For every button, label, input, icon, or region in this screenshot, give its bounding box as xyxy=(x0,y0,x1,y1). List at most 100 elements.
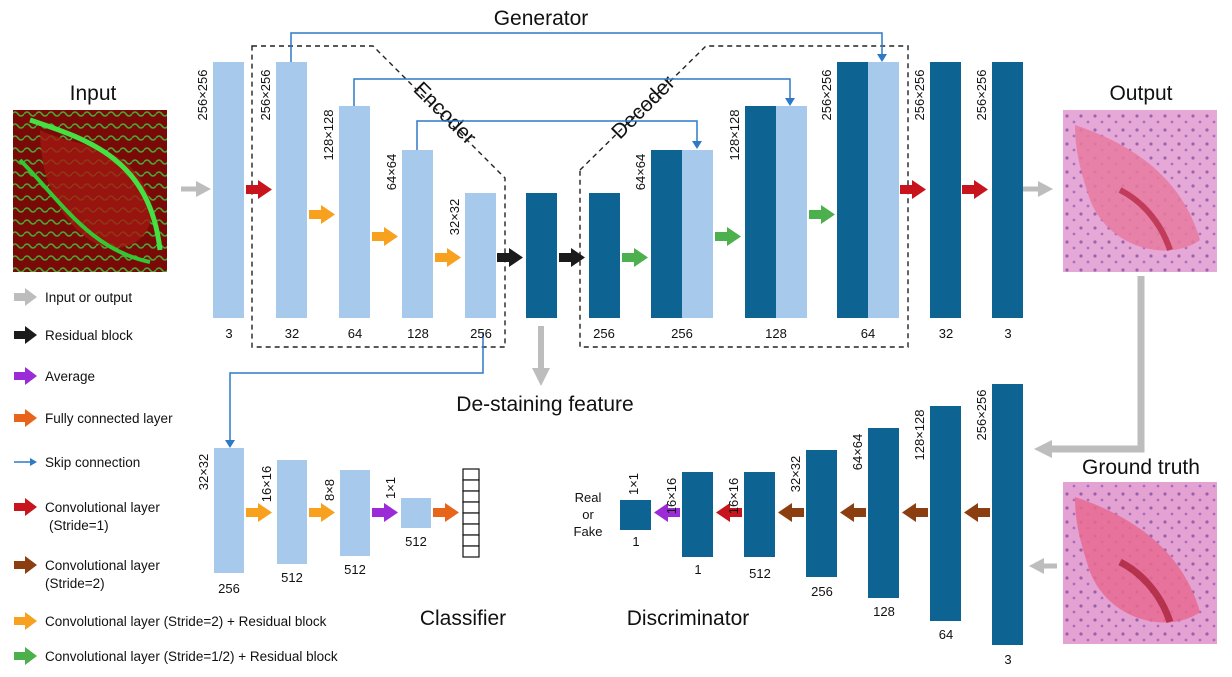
out-block-1 xyxy=(930,62,961,318)
legend-label: (Stride=2) xyxy=(45,576,105,591)
destaining-title: De-staining feature xyxy=(456,393,633,416)
dim-label: 128×128 xyxy=(727,110,742,161)
generator-dim-labels: 256×256 256×256 128×128 64×64 32×32 64×6… xyxy=(195,70,989,236)
legend-item: Convolutional layer (Stride=2) xyxy=(14,556,160,591)
ground-truth-image xyxy=(1063,482,1217,644)
dec-block-4-dark xyxy=(837,62,868,318)
dim-label: 32×32 xyxy=(447,199,462,236)
disc-block-7 xyxy=(620,500,651,530)
legend-label: Convolutional layer xyxy=(45,500,160,515)
dec-block-2-light xyxy=(682,150,713,318)
channel-label: 256 xyxy=(470,326,492,341)
dim-label: 256×256 xyxy=(912,70,927,121)
generator-blocks xyxy=(213,62,1023,318)
dim-label: 128×128 xyxy=(321,110,336,161)
legend-label: (Stride=1) xyxy=(49,518,109,533)
legend-item: Convolutional layer (Stride=1) xyxy=(14,498,160,533)
legend-label: Convolutional layer (Stride=2) + Residua… xyxy=(45,614,327,629)
classifier: 32×32 16×16 8×8 1×1 256 512 512 512 xyxy=(196,448,480,596)
gray-arrows xyxy=(181,181,1145,574)
classifier-title: Classifier xyxy=(420,607,506,630)
bottleneck-block xyxy=(526,193,557,318)
legend-item: Input or output xyxy=(14,288,132,306)
or-label: or xyxy=(582,507,594,522)
legend-label: Average xyxy=(45,369,95,384)
skip-connections xyxy=(229,32,883,442)
channel-label: 64 xyxy=(348,326,362,341)
disc-dim-label: 64×64 xyxy=(850,434,865,471)
ground-truth-title: Ground truth xyxy=(1082,456,1200,479)
legend-label: Input or output xyxy=(45,290,132,305)
legend: Input or output Residual block Average F… xyxy=(14,288,338,665)
encoder-title: Encoder xyxy=(409,78,481,150)
cls-channel-label: 512 xyxy=(281,570,303,585)
discriminator-title: Discriminator xyxy=(627,607,750,630)
cls-dim-label: 32×32 xyxy=(196,454,211,491)
disc-dim-label: 128×128 xyxy=(912,410,927,461)
channel-label: 32 xyxy=(285,326,299,341)
disc-block-5 xyxy=(744,472,775,557)
cls-dim-label: 16×16 xyxy=(259,466,274,503)
disc-channel-label: 256 xyxy=(811,584,833,599)
disc-dim-label: 256×256 xyxy=(974,390,989,441)
legend-label: Skip connection xyxy=(45,455,140,470)
disc-channel-label: 128 xyxy=(873,604,895,619)
channel-label: 128 xyxy=(407,326,429,341)
dec-block-3-light xyxy=(776,106,807,318)
disc-dim-label: 16×16 xyxy=(726,478,741,515)
dim-label: 256×256 xyxy=(819,70,834,121)
disc-channel-label: 1 xyxy=(694,562,701,577)
dim-label: 64×64 xyxy=(384,154,399,191)
dec-block-1 xyxy=(589,193,620,318)
channel-label: 256 xyxy=(593,326,615,341)
legend-item: Convolutional layer (Stride=2) + Residua… xyxy=(14,612,327,630)
cls-channel-label: 512 xyxy=(405,534,427,549)
cls-output-vector xyxy=(462,468,480,558)
cls-channel-label: 512 xyxy=(344,562,366,577)
legend-item: Skip connection xyxy=(14,455,140,470)
legend-item: Average xyxy=(14,367,95,385)
legend-item: Fully connected layer xyxy=(14,409,173,427)
cls-block-4 xyxy=(401,498,431,528)
disc-channel-label: 3 xyxy=(1004,652,1011,667)
disc-block-2 xyxy=(930,406,961,621)
channel-label: 3 xyxy=(225,326,232,341)
dim-label: 64×64 xyxy=(633,154,648,191)
fake-label: Fake xyxy=(574,524,603,539)
dec-block-2-dark xyxy=(651,150,682,318)
cls-dim-label: 8×8 xyxy=(322,479,337,501)
channel-label: 64 xyxy=(861,326,875,341)
channel-label: 32 xyxy=(939,326,953,341)
legend-label: Convolutional layer xyxy=(45,558,160,573)
out-block-2 xyxy=(992,62,1023,318)
cls-block-2 xyxy=(277,460,307,564)
disc-block-1 xyxy=(992,384,1023,645)
channel-label: 128 xyxy=(765,326,787,341)
cls-dim-label: 1×1 xyxy=(383,477,398,499)
dec-block-3-dark xyxy=(745,106,776,318)
enc-block-4 xyxy=(465,193,496,318)
output-title: Output xyxy=(1109,82,1172,105)
dim-label: 256×256 xyxy=(258,70,273,121)
disc-channel-label: 1 xyxy=(632,534,639,549)
disc-dim-label: 1×1 xyxy=(626,473,641,495)
disc-block-6 xyxy=(682,472,713,557)
legend-item: Residual block xyxy=(14,326,133,344)
disc-block-4 xyxy=(806,450,837,577)
enc-block-2 xyxy=(339,106,370,318)
disc-dim-label: 16×16 xyxy=(664,478,679,515)
legend-label: Fully connected layer xyxy=(45,411,173,426)
dim-label: 256×256 xyxy=(974,70,989,121)
channel-label: 3 xyxy=(1004,326,1011,341)
channel-label: 256 xyxy=(671,326,693,341)
enc-block-3 xyxy=(402,150,433,318)
input-title: Input xyxy=(70,82,117,105)
generator-arrows xyxy=(246,180,988,267)
disc-channel-label: 512 xyxy=(749,566,771,581)
discriminator: 256×256 128×128 64×64 32×32 16×16 16×16 … xyxy=(620,384,1023,667)
disc-dim-label: 32×32 xyxy=(788,456,803,493)
dec-block-4-light xyxy=(868,62,899,318)
legend-item: Convolutional layer (Stride=1/2) + Resid… xyxy=(14,647,338,665)
gen-input-block xyxy=(213,62,244,318)
